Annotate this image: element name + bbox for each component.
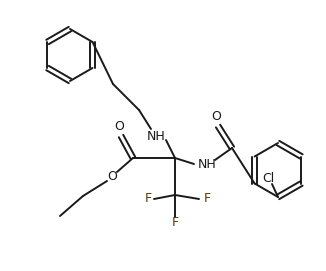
Text: NH: NH: [147, 130, 165, 143]
Text: F: F: [203, 192, 211, 205]
Text: O: O: [107, 170, 117, 183]
Text: O: O: [211, 111, 221, 124]
Text: F: F: [144, 192, 152, 205]
Text: Cl: Cl: [262, 173, 274, 186]
Text: F: F: [171, 215, 179, 228]
Text: NH: NH: [198, 157, 216, 170]
Text: O: O: [114, 121, 124, 134]
